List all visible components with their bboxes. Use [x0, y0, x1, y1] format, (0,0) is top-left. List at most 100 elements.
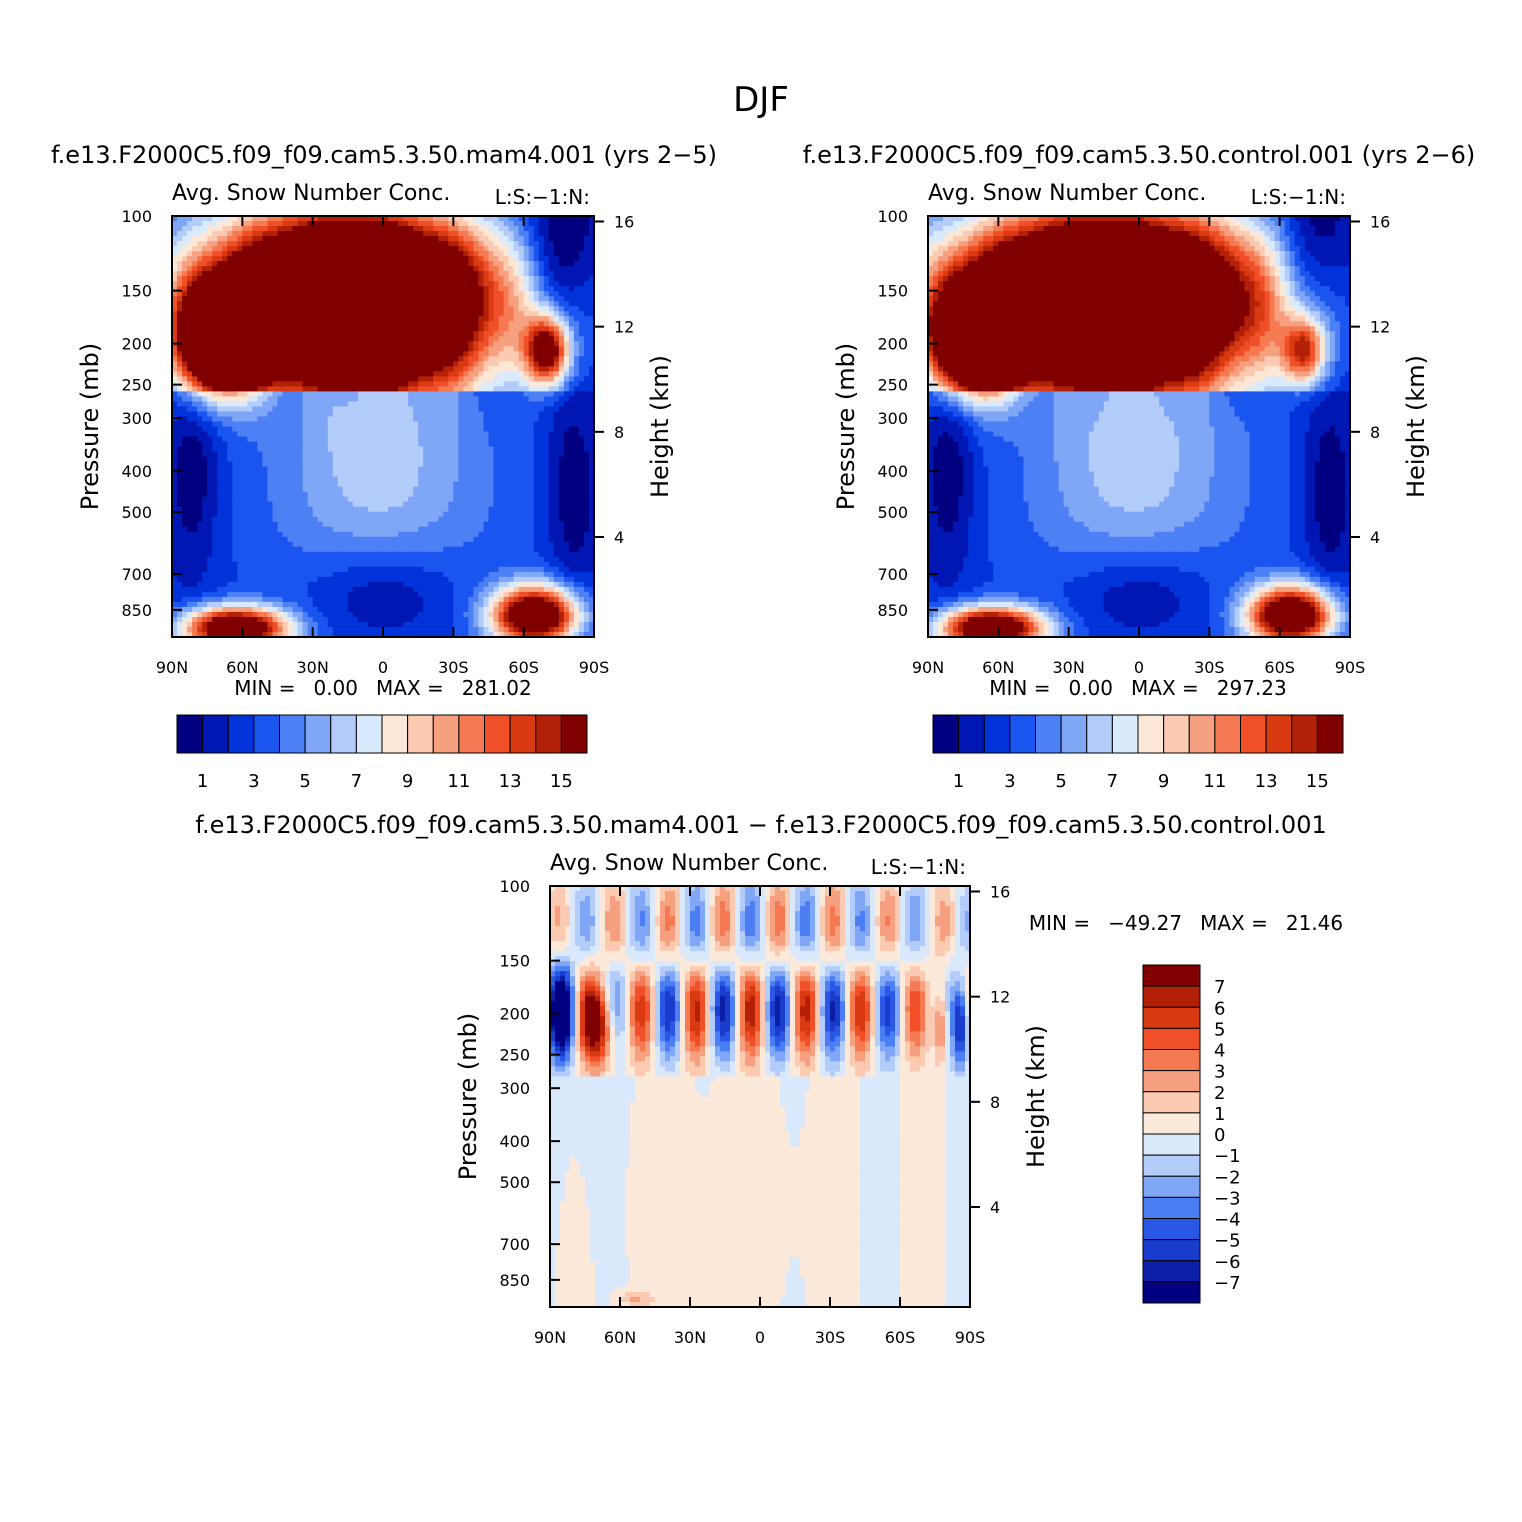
contour-cell — [217, 466, 223, 473]
contour-cell — [453, 451, 459, 458]
contour-cell — [493, 221, 500, 227]
contour-cell — [428, 351, 434, 357]
contour-cell — [357, 216, 364, 222]
contour-cell — [588, 246, 594, 252]
contour-cell — [533, 491, 540, 498]
contour-cell — [342, 426, 349, 433]
contour-cell — [352, 501, 359, 508]
contour-cell — [453, 386, 459, 393]
contour-cell — [558, 366, 565, 372]
contour-cell — [177, 461, 183, 468]
contour-cell — [292, 341, 299, 347]
contour-cell — [478, 491, 485, 498]
contour-cell — [337, 301, 344, 307]
contour-cell — [212, 461, 218, 468]
contour-cell — [262, 311, 269, 317]
contour-cell — [533, 446, 540, 453]
contour-cell — [202, 451, 208, 458]
contour-cell — [207, 266, 213, 272]
contour-cell — [312, 381, 319, 387]
contour-cell — [488, 426, 495, 433]
contour-cell — [302, 391, 309, 398]
contour-cell — [242, 501, 248, 508]
contour-cell — [182, 216, 188, 222]
contour-cell — [272, 436, 279, 443]
contour-cell — [398, 321, 404, 327]
contour-cell — [563, 301, 570, 307]
contour-cell — [483, 226, 490, 232]
contour-cell — [267, 426, 274, 433]
contour-cell — [337, 261, 344, 267]
contour-cell — [458, 436, 464, 443]
contour-cell — [393, 366, 399, 372]
contour-cell — [312, 266, 319, 272]
contour-cell — [588, 296, 594, 302]
contour-cell — [277, 281, 284, 287]
contour-cell — [187, 306, 193, 312]
contour-cell — [408, 216, 414, 222]
contour-cell — [342, 471, 349, 478]
contour-cell — [533, 286, 540, 292]
contour-cell — [413, 466, 419, 473]
contour-cell — [438, 286, 444, 292]
contour-cell — [523, 346, 530, 352]
contour-cell — [563, 266, 570, 272]
contour-cell — [383, 226, 389, 232]
contour-cell — [533, 311, 540, 317]
contour-cell — [538, 356, 545, 362]
contour-cell — [327, 411, 334, 418]
contour-cell — [177, 251, 183, 257]
contour-cell — [177, 396, 183, 403]
contour-cell — [227, 331, 233, 337]
contour-cell — [483, 231, 490, 237]
contour-cell — [493, 401, 500, 408]
contour-cell — [232, 501, 238, 508]
contour-cell — [538, 466, 545, 473]
contour-cell — [453, 476, 459, 483]
contour-cell — [538, 411, 545, 418]
contour-cell — [583, 226, 590, 232]
contour-cell — [513, 281, 520, 287]
contour-cell — [357, 486, 364, 493]
contour-cell — [347, 411, 354, 418]
contour-cell — [548, 286, 555, 292]
contour-cell — [257, 446, 264, 453]
contour-cell — [302, 261, 309, 267]
contour-cell — [453, 506, 459, 513]
contour-cell — [292, 266, 299, 272]
contour-cell — [413, 321, 419, 327]
contour-cell — [377, 311, 384, 317]
contour-cell — [498, 476, 505, 483]
contour-cell — [322, 306, 329, 312]
contour-cell — [337, 316, 344, 322]
contour-cell — [242, 246, 248, 252]
contour-cell — [297, 496, 304, 503]
contour-cell — [257, 316, 264, 322]
contour-cell — [513, 506, 520, 513]
contour-cell — [257, 381, 264, 387]
contour-cell — [513, 221, 520, 227]
contour-cell — [337, 491, 344, 498]
contour-cell — [327, 276, 334, 282]
contour-cell — [583, 286, 590, 292]
contour-cell — [352, 371, 359, 377]
contour-cell — [523, 446, 530, 453]
contour-cell — [342, 286, 349, 292]
contour-cell — [272, 351, 279, 357]
contour-cell — [473, 281, 480, 287]
contour-cell — [217, 241, 223, 247]
contour-cell — [498, 266, 505, 272]
contour-cell — [588, 321, 594, 327]
contour-cell — [528, 451, 535, 458]
contour-cell — [443, 411, 449, 418]
contour-cell — [518, 311, 525, 317]
contour-cell — [533, 451, 540, 458]
contour-cell — [342, 501, 349, 508]
contour-cell — [383, 386, 389, 393]
contour-cell — [538, 371, 545, 377]
contour-cell — [398, 446, 404, 453]
contour-cell — [543, 371, 550, 377]
contour-cell — [277, 376, 284, 382]
contour-cell — [192, 491, 198, 498]
contour-cell — [383, 391, 389, 398]
